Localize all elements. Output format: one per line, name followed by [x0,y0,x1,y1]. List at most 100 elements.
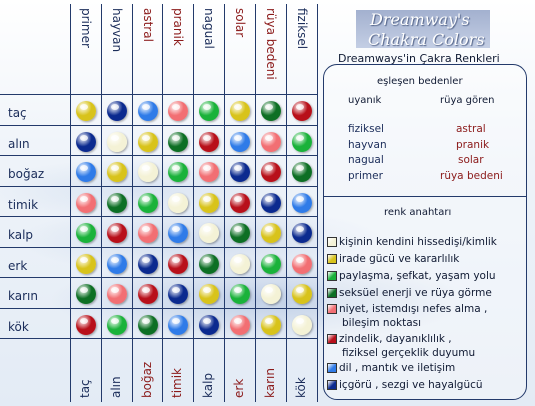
chakra-ball [292,162,312,182]
grid-hline [0,277,318,278]
grid-hline [0,125,318,126]
chakra-ball [292,101,312,121]
legend-dream-item: astral [456,123,486,135]
row-label: kök [8,320,29,334]
chakra-ball [261,162,281,182]
chakra-ball [199,193,219,213]
legend-key-text: fiziksel gerçeklik duyumu [342,347,476,359]
grid-vline [224,4,225,402]
color-swatch [327,271,337,281]
legend-awake-heading: uyanık [348,95,382,106]
chakra-ball [261,132,281,152]
chakra-ball [168,315,188,335]
chakra-ball [138,254,158,274]
chakra-ball [107,193,127,213]
column-label-top: pranik [171,8,185,46]
column-label-top: fiziksel [295,8,309,50]
legend-key-heading: renk anahtarı [384,207,452,218]
legend-awake-item: fiziksel [348,123,384,135]
chakra-ball [76,254,96,274]
grid-hline [0,308,318,309]
legend-key-text: kişinin kendini hissedişi/kimlik [339,236,497,248]
chakra-ball [199,254,219,274]
chakra-ball [76,132,96,152]
column-label-bottom: taç [78,379,92,398]
legend-awake-item: primer [348,169,383,182]
grid-vline [317,4,318,402]
column-label-top: nagual [202,8,216,49]
chakra-ball [138,284,158,304]
legend-key-text: zindelik, dayanıklılık , [339,333,452,345]
grid-hline [0,338,318,339]
column-label-top: solar [233,8,247,38]
chakra-ball [292,315,312,335]
row-label: kalp [8,228,34,242]
color-swatch [327,304,337,314]
chakra-ball [168,193,188,213]
grid-hline [0,155,318,156]
color-swatch [327,237,337,247]
chakra-ball [168,132,188,152]
grid-hline [0,216,318,217]
chakra-ball [107,284,127,304]
chakra-ball [261,284,281,304]
chakra-ball [168,101,188,121]
title-line1: Dreamway's [370,10,470,29]
chakra-ball [292,223,312,243]
legend-key-text: içgörü , sezgi ve hayalgücü [339,379,483,391]
legend-dream-item: rüya bedeni [440,169,503,182]
chakra-ball [199,284,219,304]
legend-key-text: paylaşma, şefkat, yaşam yolu [339,270,496,282]
grid-vline [132,4,133,402]
legend-box [323,64,527,400]
grid-vline [162,4,163,402]
row-label: taç [8,106,27,120]
grid-hline [0,94,318,95]
column-label-top: astral [141,8,155,42]
chakra-ball [76,162,96,182]
chakra-ball [199,132,219,152]
legend-awake-item: hayvan [348,138,387,151]
chakra-ball [230,193,250,213]
legend-key-text: niyet, istemdışı nefes alma , [339,303,488,315]
chakra-ball [138,315,158,335]
chakra-ball [199,101,219,121]
legend-key-text: dil , mantık ve iletişim [339,362,456,374]
chakra-ball [168,254,188,274]
chakra-ball [138,193,158,213]
chakra-ball [199,315,219,335]
chakra-ball [230,284,250,304]
chakra-ball [168,162,188,182]
color-swatch [327,334,337,344]
chakra-ball [138,101,158,121]
chakra-ball [138,162,158,182]
grid-vline [193,4,194,402]
title-line2: Chakra Colors [368,30,485,49]
chakra-ball [107,162,127,182]
color-swatch [327,254,337,264]
subtitle: Dreamways'in Çakra Renkleri [338,52,500,65]
legend-separator [323,196,527,197]
chakra-ball [261,193,281,213]
chakra-ball [230,315,250,335]
column-label-bottom: erk [232,378,246,398]
row-label: alın [8,137,30,151]
chakra-ball [138,223,158,243]
chakra-ball [76,315,96,335]
chakra-ball [168,223,188,243]
chakra-ball [292,254,312,274]
column-label-bottom: karın [263,368,277,398]
chakra-ball [261,254,281,274]
legend-key-text: bileşim noktası [342,317,422,329]
legend-dream-heading: rüya gören [440,95,495,106]
row-label: timik [8,198,39,212]
chakra-ball [292,284,312,304]
chakra-ball [168,284,188,304]
legend-match-heading: eşleşen bedenler [377,76,463,87]
column-label-bottom: kalp [201,372,215,398]
color-swatch [327,363,337,373]
chakra-ball [292,132,312,152]
column-label-top: hayvan [110,8,124,53]
legend-key-text: seksüel enerji ve rüya görme [339,287,492,299]
grid-hline [0,186,318,187]
